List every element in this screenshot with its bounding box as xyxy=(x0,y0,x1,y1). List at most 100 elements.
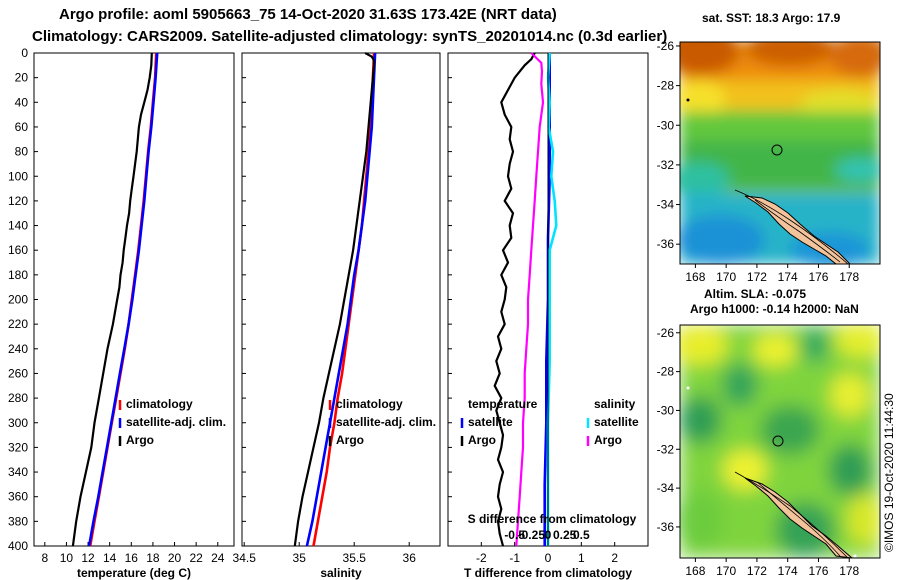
depth-tick-label: 0 xyxy=(21,46,28,60)
depth-tick-label: 20 xyxy=(15,71,29,85)
sla_map-ytick-label: -30 xyxy=(657,403,675,417)
salinity-legend-label: Argo xyxy=(594,433,622,447)
salinity-diff-tick-label: -0.5 xyxy=(504,528,525,542)
sla_map-xtick-label: 170 xyxy=(716,564,736,578)
temperature-legend-label: satellite-adj. clim. xyxy=(126,415,226,429)
salinity-panel: 34.5 35 35.5 36 salinity climatology satellite… xyxy=(233,52,441,580)
sst_map-xtick-label: 178 xyxy=(839,270,859,284)
depth-tick-label: 80 xyxy=(15,145,29,159)
depth-tick-label: 40 xyxy=(15,95,29,109)
depth-tick-label: 260 xyxy=(8,366,28,380)
sla_map-xtick-label: 174 xyxy=(778,564,798,578)
depth-tick-label: 400 xyxy=(8,539,28,553)
salinity-legend-title: salinity xyxy=(594,397,636,411)
salinity-legend-label: satellite xyxy=(594,415,639,429)
sst_map-xtick-label: 174 xyxy=(778,270,798,284)
difference-series-t-argo xyxy=(493,52,536,547)
salinity-frame xyxy=(241,52,441,547)
salinity-legend-label: satellite-adj. clim. xyxy=(336,415,436,429)
temperature-xtick-label: 22 xyxy=(189,551,203,565)
sla_map-xtick-label: 178 xyxy=(839,564,859,578)
temperature-xtick-label: 10 xyxy=(60,551,74,565)
depth-tick-label: 160 xyxy=(8,243,28,257)
salinity-diff-label: S difference from climatology xyxy=(468,512,637,526)
temperature-panel: 8 10 12 14 16 18 20 22 24 temperature (deg C) clim… xyxy=(33,52,235,580)
sla-map: Altim. SLA: -0.075 Argo h1000: -0.14 h20… xyxy=(657,287,881,578)
difference-xtick-label: 1 xyxy=(578,551,585,565)
sla_map-xtick-label: 168 xyxy=(685,564,705,578)
temperature-xtick-label: 20 xyxy=(168,551,182,565)
depth-tick-label: 60 xyxy=(15,120,29,134)
temperature-xtick-label: 14 xyxy=(103,551,117,565)
title-line-1: Argo profile: aoml 5905663_75 14-Oct-202… xyxy=(59,6,557,23)
temperature-xtick-label: 8 xyxy=(41,551,48,565)
sst-map-title: sat. SST: 18.3 Argo: 17.9 xyxy=(702,11,841,25)
sla_map-ytick-label: -26 xyxy=(657,326,675,340)
temperature-legend-label: climatology xyxy=(126,397,193,411)
difference-xtick-label: 2 xyxy=(611,551,618,565)
sst_map-ytick-label: -32 xyxy=(657,158,675,172)
sla-profile-marker xyxy=(772,435,784,447)
depth-tick-label: 300 xyxy=(8,416,28,430)
temperature-series-climatology xyxy=(88,52,158,547)
depth-tick-label: 360 xyxy=(8,490,28,504)
temperature-legend-title: temperature xyxy=(468,397,538,411)
salinity-legend-label: climatology xyxy=(336,397,403,411)
sst_map-ytick-label: -28 xyxy=(657,79,675,93)
sla-field xyxy=(680,325,880,558)
salinity-diff-tick-label: 0.25 xyxy=(553,528,577,542)
sst_map-xtick-label: 170 xyxy=(716,270,736,284)
temperature-xtick-label: 16 xyxy=(125,551,139,565)
temperature-xtick-label: 12 xyxy=(81,551,95,565)
salinity-diff-tick-label: 0 xyxy=(545,528,552,542)
temperature-xlabel: temperature (deg C) xyxy=(77,566,191,580)
temperature-frame xyxy=(33,52,235,547)
salinity-xlabel: salinity xyxy=(320,566,362,580)
title-line-2: Climatology: CARS2009. Satellite-adjuste… xyxy=(32,28,667,45)
sst_map-ytick-label: -26 xyxy=(657,39,675,53)
depth-tick-label: 220 xyxy=(8,317,28,331)
temperature-series-satellite-adj-clim- xyxy=(87,52,159,547)
salinity-xtick-label: 34.5 xyxy=(233,551,257,565)
temperature-legend-label: Argo xyxy=(468,433,496,447)
depth-tick-label: 180 xyxy=(8,268,28,282)
sla-map-title-1: Altim. SLA: -0.075 xyxy=(704,287,806,301)
difference-series-s-argo xyxy=(515,52,545,547)
salinity-legend-label: Argo xyxy=(336,433,364,447)
sst-profile-marker xyxy=(771,144,783,156)
sst-map: sat. SST: 18.3 Argo: 17.9 xyxy=(657,11,881,284)
depth-tick-label: 100 xyxy=(8,169,28,183)
salinity-xtick-label: 35 xyxy=(293,551,307,565)
salinity-diff-tick-label: 0.5 xyxy=(573,528,590,542)
depth-tick-label: 380 xyxy=(8,514,28,528)
sst_map-ytick-label: -34 xyxy=(657,198,675,212)
difference-xlabel: T difference from climatology xyxy=(464,566,632,580)
difference-panel: -2 -1 0 1 2T difference from climatology -0.5… xyxy=(447,52,649,580)
depth-tick-label: 200 xyxy=(8,293,28,307)
temperature-legend-label: satellite xyxy=(468,415,513,429)
imos-credit: ©IMOS 19-Oct-2020 11:44:30 xyxy=(882,393,896,552)
sst_map-xtick-label: 176 xyxy=(808,270,828,284)
depth-tick-label: 140 xyxy=(8,219,28,233)
sla_map-xtick-label: 172 xyxy=(747,564,767,578)
depth-tick-label: 120 xyxy=(8,194,28,208)
salinity-series-argo xyxy=(293,52,376,547)
salinity-series-satellite-adj-clim- xyxy=(305,52,377,547)
temperature-xtick-label: 24 xyxy=(211,551,225,565)
sst_map-ytick-label: -30 xyxy=(657,118,675,132)
sla_map-xtick-label: 176 xyxy=(808,564,828,578)
temperature-xtick-label: 18 xyxy=(146,551,160,565)
sst_map-xtick-label: 172 xyxy=(747,270,767,284)
temperature-series-argo xyxy=(71,52,153,547)
temperature-legend-label: Argo xyxy=(126,433,154,447)
difference-xtick-label: -1 xyxy=(509,551,520,565)
salinity-diff-tick-label: -0.25 xyxy=(518,528,546,542)
salinity-xtick-label: 36 xyxy=(403,551,417,565)
sla_map-ytick-label: -36 xyxy=(657,520,675,534)
salinity-xtick-label: 35.5 xyxy=(343,551,367,565)
difference-xtick-label: -2 xyxy=(476,551,487,565)
sla_map-ytick-label: -28 xyxy=(657,365,675,379)
sst-field xyxy=(680,42,880,264)
sla-map-title-2: Argo h1000: -0.14 h2000: NaN xyxy=(690,302,859,316)
